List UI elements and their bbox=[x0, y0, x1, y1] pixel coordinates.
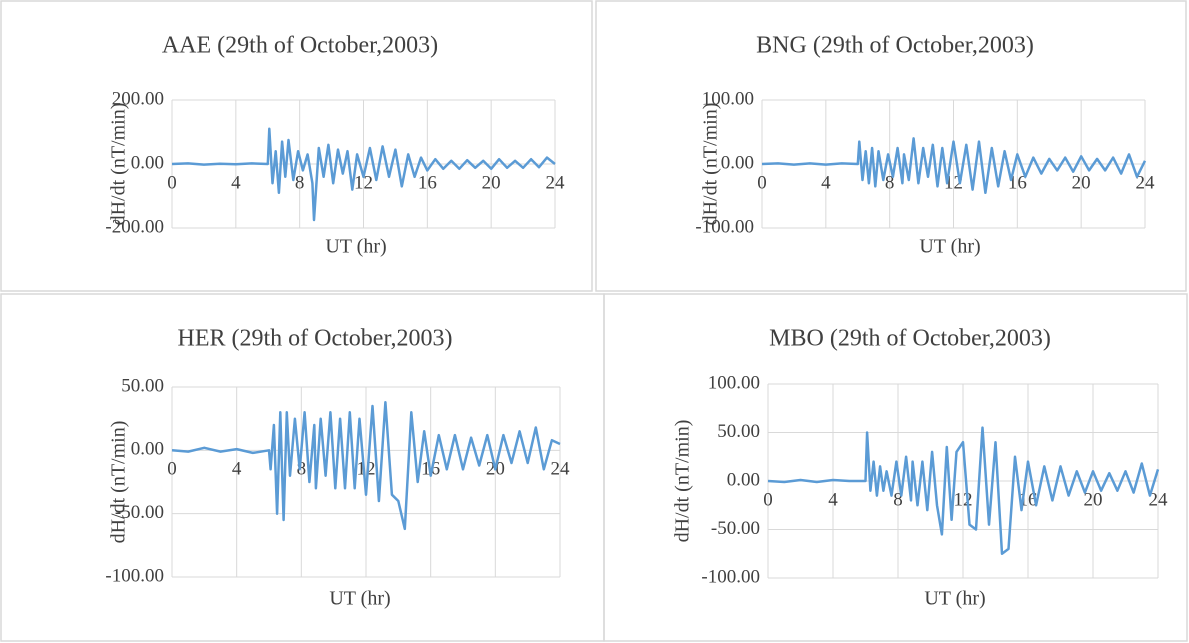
y-tick-label: -100.00 bbox=[701, 566, 760, 587]
x-tick-label: 24 bbox=[546, 172, 566, 193]
y-tick-label: -100.00 bbox=[105, 565, 164, 586]
y-tick-label: -100.00 bbox=[695, 216, 754, 237]
y-tick-label: 200.00 bbox=[112, 88, 164, 109]
x-tick-label: 20 bbox=[1084, 489, 1103, 510]
chart-title: HER (29th of October,2003) bbox=[178, 326, 453, 352]
y-axis-label: dH/dt (nT/min) bbox=[700, 103, 722, 226]
x-tick-label: 8 bbox=[885, 172, 895, 193]
x-tick-label: 0 bbox=[763, 489, 773, 510]
x-tick-label: 24 bbox=[551, 459, 571, 480]
y-tick-label: 0.00 bbox=[727, 469, 760, 490]
x-tick-label: 0 bbox=[757, 172, 767, 193]
x-tick-label: 4 bbox=[232, 459, 242, 480]
y-tick-label: 100.00 bbox=[702, 88, 754, 109]
chart-title: AAE (29th of October,2003) bbox=[162, 33, 438, 59]
chart-title: MBO (29th of October,2003) bbox=[769, 326, 1051, 352]
y-axis-label: dH/dt (nT/min) bbox=[108, 103, 130, 226]
x-tick-label: 12 bbox=[354, 172, 373, 193]
y-tick-label: 0.00 bbox=[131, 152, 164, 173]
data-line bbox=[761, 137, 1147, 195]
x-tick-label: 8 bbox=[297, 459, 307, 480]
x-tick-label: 24 bbox=[1149, 489, 1169, 510]
y-tick-label: 100.00 bbox=[708, 372, 760, 393]
chart-title: BNG (29th of October,2003) bbox=[756, 33, 1034, 59]
x-tick-label: 8 bbox=[295, 172, 305, 193]
x-tick-label: 20 bbox=[1072, 172, 1091, 193]
x-tick-label: 4 bbox=[828, 489, 838, 510]
x-tick-label: 0 bbox=[167, 172, 177, 193]
x-tick-label: 16 bbox=[418, 172, 437, 193]
y-tick-label: 0.00 bbox=[721, 152, 754, 173]
y-tick-label: -200.00 bbox=[105, 216, 164, 237]
y-tick-label: -50.00 bbox=[115, 502, 164, 523]
y-tick-label: 0.00 bbox=[131, 439, 164, 460]
x-tick-label: 8 bbox=[893, 489, 903, 510]
x-axis-label: UT (hr) bbox=[329, 588, 390, 610]
y-tick-label: 50.00 bbox=[121, 375, 164, 396]
x-tick-label: 4 bbox=[231, 172, 241, 193]
y-tick-label: -50.00 bbox=[711, 518, 760, 539]
x-tick-label: 4 bbox=[821, 172, 831, 193]
x-tick-label: 20 bbox=[482, 172, 501, 193]
y-axis-label: dH/dt (nT/min) bbox=[108, 421, 130, 544]
panel-border bbox=[0, 0, 593, 292]
panel-border bbox=[603, 293, 1188, 642]
x-tick-label: 24 bbox=[1136, 172, 1156, 193]
x-axis-label: UT (hr) bbox=[924, 588, 985, 610]
x-tick-label: 12 bbox=[357, 459, 376, 480]
panel-border bbox=[595, 0, 1187, 292]
data-line bbox=[171, 400, 561, 531]
x-axis-label: UT (hr) bbox=[919, 236, 980, 258]
data-line bbox=[171, 127, 556, 222]
x-axis-label: UT (hr) bbox=[325, 236, 386, 258]
x-tick-label: 12 bbox=[954, 489, 973, 510]
y-tick-label: 50.00 bbox=[717, 421, 760, 442]
x-tick-label: 0 bbox=[167, 459, 177, 480]
y-axis-label: dH/dt (nT/min) bbox=[672, 420, 694, 543]
data-line bbox=[767, 426, 1160, 556]
